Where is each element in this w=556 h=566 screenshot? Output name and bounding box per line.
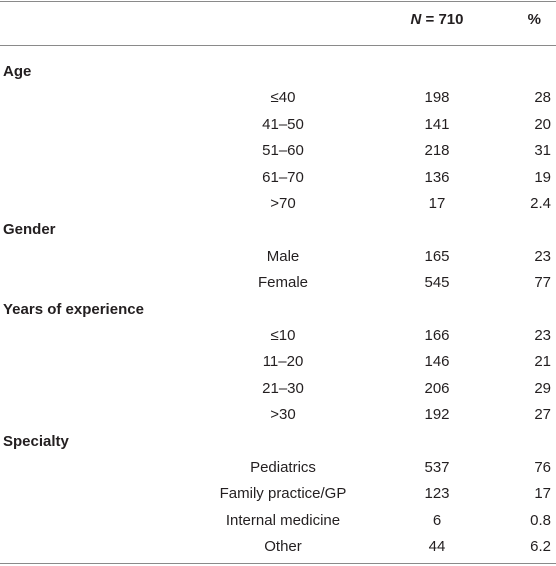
percent: 2.4	[530, 195, 551, 212]
row-label: 11–20	[262, 353, 304, 371]
pct-header: %	[527, 11, 541, 28]
n-symbol: N	[410, 11, 422, 28]
row-label: >70	[270, 195, 296, 212]
count: 218	[424, 142, 450, 160]
percent: 20	[534, 115, 551, 133]
count: 198	[424, 89, 450, 107]
count: 44	[428, 538, 446, 556]
row-label: >30	[270, 406, 296, 424]
count: 537	[424, 459, 450, 476]
percent: 17	[534, 485, 551, 503]
percent: 19	[534, 168, 551, 186]
n-header: N = 710	[387, 10, 487, 30]
count: 146	[424, 353, 450, 371]
section-title: Specialty	[3, 432, 69, 450]
percent: 76	[534, 459, 551, 476]
row-label: 61–70	[262, 168, 304, 186]
section-title: Years of experience	[3, 300, 144, 318]
n-value: = 710	[425, 11, 464, 28]
percent: 29	[534, 379, 551, 397]
row-label: Other	[264, 538, 302, 556]
count: 192	[424, 406, 450, 424]
row-label: ≤10	[270, 327, 296, 344]
top-rule	[0, 1, 556, 2]
row-label: Pediatrics	[250, 459, 316, 476]
count: 165	[424, 247, 450, 265]
bottom-rule	[0, 563, 556, 564]
header-rule	[0, 45, 556, 46]
count: 136	[424, 168, 450, 186]
row-label: ≤40	[270, 89, 296, 107]
percent: 77	[534, 274, 551, 292]
count: 545	[424, 274, 450, 292]
row-label: Internal medicine	[225, 511, 341, 529]
count: 166	[424, 327, 450, 344]
percent: 23	[534, 247, 551, 265]
section-title: Gender	[3, 221, 56, 239]
percent: 31	[534, 142, 551, 160]
count: 6	[432, 511, 442, 529]
count: 17	[428, 195, 446, 212]
row-label: 41–50	[262, 115, 304, 133]
percent: 28	[534, 89, 551, 107]
row-label: 51–60	[262, 142, 304, 160]
row-label: 21–30	[262, 379, 304, 397]
count: 141	[424, 115, 450, 133]
percent: 0.8	[530, 511, 551, 529]
percent: 27	[534, 406, 551, 424]
percent: 21	[534, 353, 551, 371]
percent: 23	[534, 327, 551, 344]
percent: 6.2	[530, 538, 551, 556]
count: 206	[424, 379, 450, 397]
row-label: Female	[257, 274, 309, 292]
section-title: Age	[3, 63, 32, 80]
count: 123	[424, 485, 450, 503]
row-label: Male	[266, 247, 300, 265]
row-label: Family practice/GP	[219, 485, 347, 503]
